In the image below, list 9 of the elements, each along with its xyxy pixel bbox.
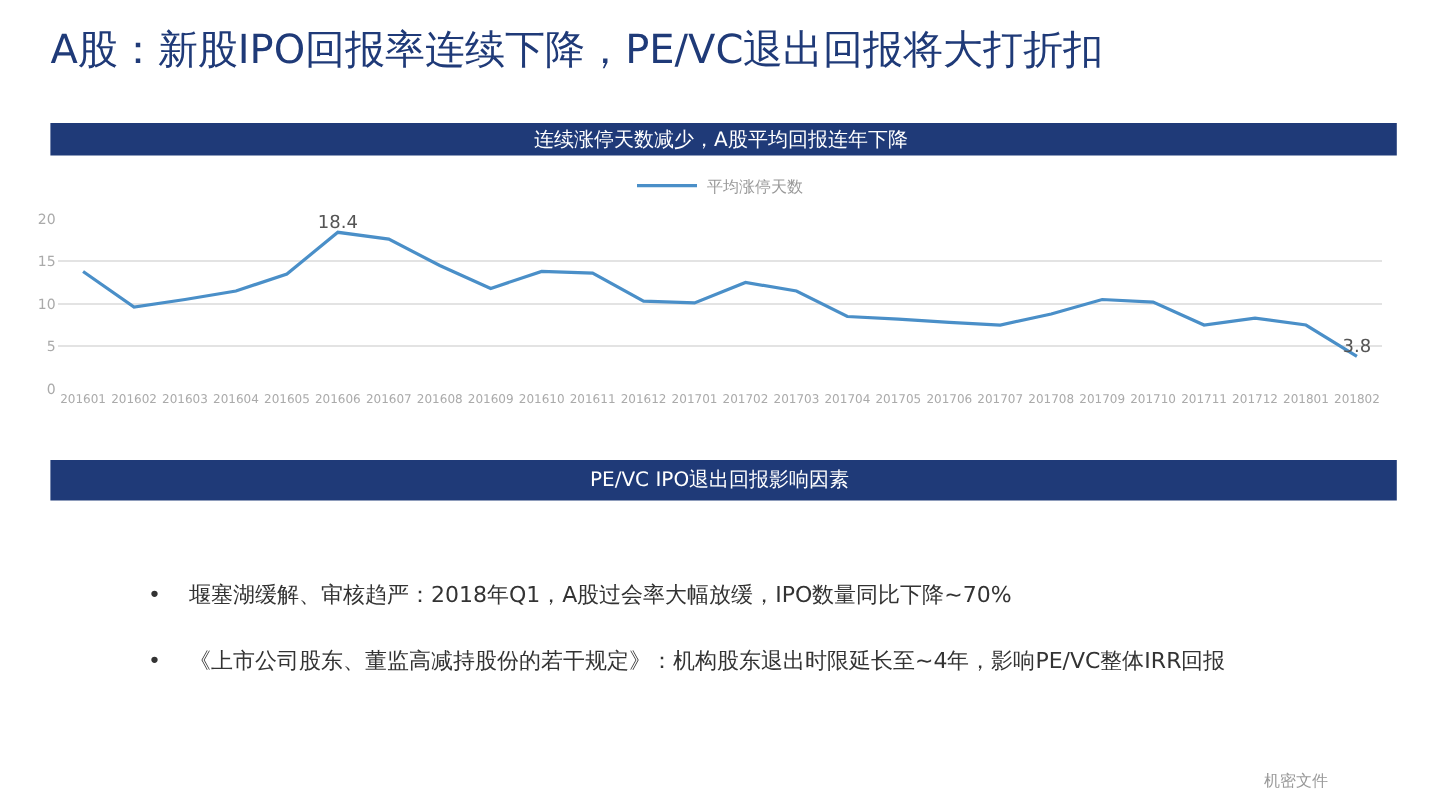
text: • 堰塞湖缓解、审核趋严：2018年Q1，A股过会率大幅放缓，IPO数量同比下降~70% bbox=[148, 582, 1012, 608]
chart-title: A股：新股IPO回报率连续下降，PE/VC退出回报将大打折扣 bbox=[50, 24, 1104, 73]
text: 机密文件 bbox=[1264, 772, 1328, 790]
text: PE/VC IPO退出回报影响因素 bbox=[590, 468, 850, 492]
text: • 《上市公司股东、董监高减持股份的若干规定》：机构股东退出时限延长至~4年，影响PE/VC整体IRR回报 bbox=[148, 648, 1226, 674]
legend-label: 平均涨停天数 bbox=[707, 177, 803, 196]
data-label: 18.4 bbox=[317, 213, 359, 234]
chart-subtitle: 连续涨停天数减少，A股平均回报连年下降 bbox=[534, 128, 908, 152]
data-label: 3.8 bbox=[1342, 337, 1372, 358]
